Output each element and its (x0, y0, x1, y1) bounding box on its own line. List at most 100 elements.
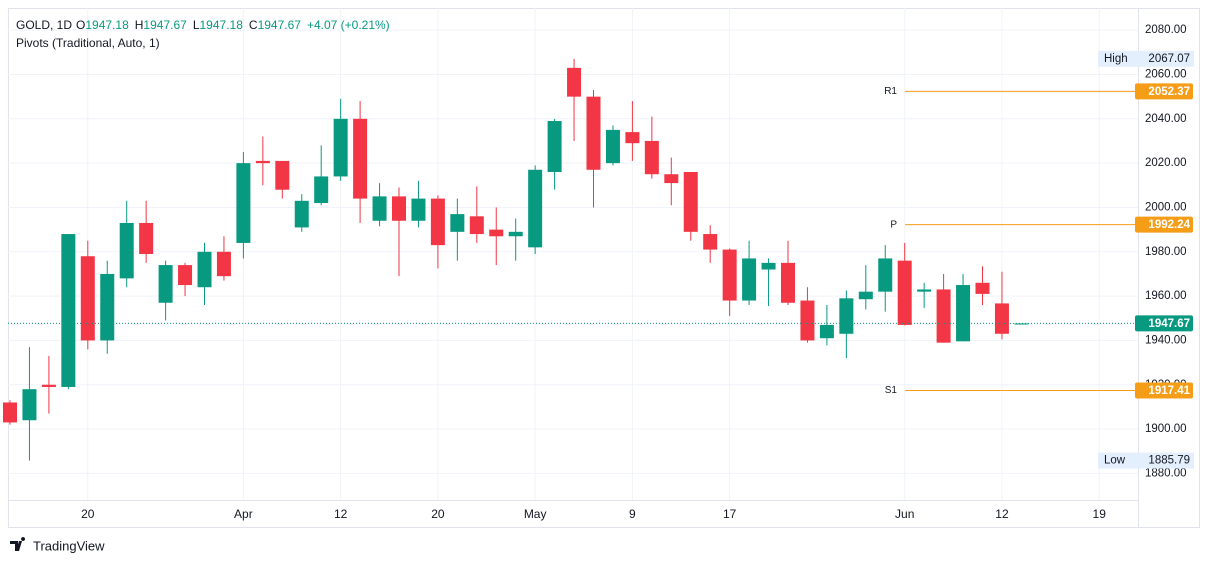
candle-body (528, 169, 543, 248)
candle-body (275, 160, 290, 190)
marker-value: 1885.79 (1148, 455, 1190, 467)
y-tick-label: 1880.00 (1145, 467, 1187, 479)
x-tick-label: 20 (431, 507, 445, 521)
candle-body (314, 176, 329, 204)
candle-body (567, 67, 582, 97)
y-tick-label: 1900.00 (1145, 423, 1187, 435)
field-label: O (76, 18, 86, 32)
symbol: GOLD, 1D (16, 18, 73, 32)
pivot-price: 1917.41 (1148, 385, 1190, 397)
candle-body (742, 258, 757, 301)
candle-body (819, 324, 834, 339)
pivot-name: P (890, 219, 897, 230)
candle-body (139, 222, 154, 254)
field-label: H (134, 18, 144, 32)
y-tick-label: 2080.00 (1145, 24, 1187, 36)
candle-body (294, 200, 309, 228)
candle-body (800, 300, 815, 341)
y-tick-label: 2020.00 (1145, 157, 1187, 169)
candle-body (878, 258, 893, 292)
marker-label: High (1104, 53, 1128, 65)
field-label: L (192, 18, 200, 32)
candle-body (897, 260, 912, 325)
candle-body (119, 222, 134, 279)
brand-logo: TradingView (10, 537, 105, 553)
candle-body (683, 172, 698, 232)
pivot-price-box (1135, 83, 1193, 100)
pivot-price: 2052.37 (1148, 86, 1190, 98)
pivot-price: 1992.24 (1148, 219, 1190, 231)
change: +4.07 (+0.21%) (306, 18, 390, 32)
candle-body (158, 265, 173, 303)
candle-body (839, 298, 854, 334)
pivot-price-box (1135, 382, 1193, 399)
candle-body (605, 129, 620, 164)
marker-value: 2067.07 (1148, 53, 1190, 65)
candle-body (761, 262, 776, 270)
pivot-name: R1 (884, 86, 897, 97)
marker-box (1098, 50, 1194, 67)
candle-body (781, 262, 795, 303)
plot (3, 58, 1029, 461)
indicator-line: Pivots (Traditional, Auto, 1) (16, 34, 396, 52)
candle-body (489, 229, 504, 237)
x-tick-label: 17 (723, 507, 737, 521)
x-tick-label: 12 (995, 507, 1009, 521)
candle-body (178, 265, 193, 286)
candle-body (858, 291, 873, 300)
candle-body (1014, 323, 1029, 325)
candle-body (411, 198, 426, 221)
x-tick-label: 19 (1093, 507, 1107, 521)
x-tick-label: Jun (895, 507, 914, 521)
candle-body (61, 234, 76, 387)
field-value: 1947.67 (257, 18, 301, 32)
candle-body (216, 251, 231, 277)
field-value: 1947.18 (199, 18, 243, 32)
candle-body (644, 140, 659, 175)
candle-body (333, 118, 348, 177)
chart-border (8, 8, 1200, 528)
candle-body (625, 132, 640, 144)
overlay: R1 2052.37 P 1992.24 S1 1917.41 High 2067.07 Low… (8, 50, 1194, 469)
y-tick-label: 1940.00 (1145, 334, 1187, 346)
candle-body (722, 249, 737, 301)
header-line: GOLD, 1D O1947.18 H1947.67 L1947.18 C1947.67… (16, 16, 396, 34)
field-value: 1947.67 (143, 18, 187, 32)
last-price-box (1135, 315, 1193, 332)
candle-body (255, 160, 270, 164)
y-tick-label: 1980.00 (1145, 246, 1187, 258)
candle-body (936, 289, 951, 343)
candle-body (703, 234, 718, 250)
y-tick-label: 2000.00 (1145, 201, 1187, 213)
candle-body (100, 273, 115, 341)
candle-body (994, 303, 1009, 334)
y-tick-label: 2040.00 (1145, 113, 1187, 125)
candle-body (586, 96, 601, 170)
candle-body (197, 251, 212, 288)
candle-body (3, 402, 17, 423)
x-tick-label: 9 (629, 507, 636, 521)
x-tick-label: Apr (234, 507, 253, 521)
last-price: 1947.67 (1148, 318, 1190, 330)
indicator: Pivots (Traditional, Auto, 1) (16, 36, 160, 50)
logo-icon (10, 537, 26, 551)
y-tick-label: 2060.00 (1145, 69, 1187, 81)
candle-body (236, 163, 251, 243)
candle-body (372, 196, 387, 221)
candle-body (917, 289, 932, 292)
field-label: C (248, 18, 258, 32)
candle-body (469, 216, 484, 235)
candle-body (450, 214, 465, 232)
candle-body (353, 118, 368, 199)
x-tick-label: May (524, 507, 547, 521)
candle-body (975, 282, 990, 294)
candle-body (956, 285, 971, 342)
pivot-price-box (1135, 216, 1193, 233)
y-tick-label: 1960.00 (1145, 290, 1187, 302)
candle-body (41, 384, 56, 387)
marker-label: Low (1104, 455, 1126, 467)
x-tick-label: 20 (81, 507, 95, 521)
candle-body (80, 256, 95, 341)
